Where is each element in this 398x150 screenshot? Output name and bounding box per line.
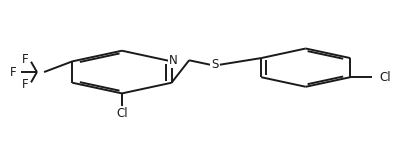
Text: F: F xyxy=(22,78,28,91)
Text: Cl: Cl xyxy=(380,71,392,84)
Text: Cl: Cl xyxy=(116,107,128,120)
Text: F: F xyxy=(22,53,28,66)
Text: S: S xyxy=(211,58,219,71)
Text: F: F xyxy=(10,66,17,79)
Text: N: N xyxy=(169,54,178,67)
